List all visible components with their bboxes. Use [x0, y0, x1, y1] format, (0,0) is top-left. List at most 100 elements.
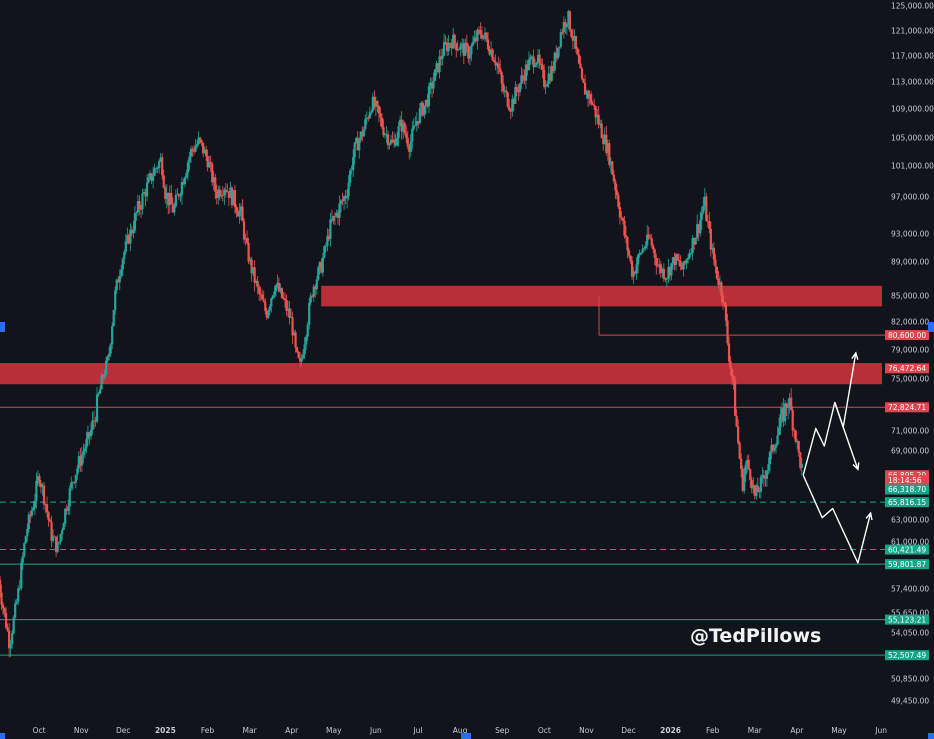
- candle-body-310: [467, 45, 470, 59]
- candle-body-462: [697, 224, 700, 234]
- candle-body-408: [615, 190, 618, 196]
- candle-body-80: [118, 275, 121, 283]
- right-edge-handle[interactable]: [928, 322, 934, 332]
- candle-body-286: [430, 82, 434, 89]
- candle-body-205: [308, 302, 311, 325]
- candle-body-478: [721, 295, 725, 303]
- time-axis[interactable]: Oct Nov Dec 2025 Feb Mar Apr May Jun Jul Aug Sep Oct…: [33, 726, 888, 735]
- candle-body-19: [26, 529, 29, 537]
- candle-body-521: [787, 405, 790, 409]
- candle-body-267: [402, 123, 405, 132]
- candle-body-503: [759, 477, 762, 492]
- candle-body-76: [112, 310, 115, 327]
- left-edge-handle[interactable]: [0, 322, 5, 332]
- candle-body-371: [559, 32, 562, 47]
- candle-body-23: [32, 507, 35, 511]
- candle-body-338: [509, 110, 512, 112]
- candle-body-186: [279, 287, 282, 292]
- candle-body-155: [232, 190, 235, 206]
- x-tick-label-20: Jun: [874, 726, 887, 735]
- candle-body-436: [658, 264, 661, 267]
- candle-body-197: [295, 347, 299, 352]
- candle-body-379: [571, 36, 575, 41]
- candle-body-375: [565, 23, 568, 28]
- candle-body-122: [182, 182, 185, 185]
- candle-body-282: [424, 99, 428, 106]
- candle-body-179: [268, 306, 271, 311]
- candle-body-153: [229, 187, 232, 198]
- candle-body-176: [264, 301, 267, 311]
- candle-body-468: [706, 220, 709, 222]
- bottom-right-handle[interactable]: [928, 733, 934, 739]
- candle-body-124: [185, 172, 188, 178]
- candle-body-296: [446, 43, 449, 52]
- candle-body-414: [624, 235, 628, 238]
- bottom-left-handle[interactable]: [0, 733, 5, 739]
- y-tick-label-14: 71,000.00: [891, 427, 929, 436]
- candle-body-457: [690, 252, 693, 254]
- candle-body-243: [365, 117, 368, 120]
- candle-body-117: [174, 194, 177, 207]
- candle-body-258: [388, 143, 391, 146]
- y-tick-label-13: 75,000.00: [891, 375, 929, 384]
- price-axis[interactable]: 125,000.00 121,000.00 117,000.00 113,000.00…: [891, 2, 934, 706]
- candle-body-283: [426, 99, 429, 107]
- candle-body-269: [405, 133, 408, 138]
- candle-body-91: [135, 212, 138, 214]
- candle-body-86: [127, 235, 130, 244]
- candle-body-112: [167, 192, 170, 206]
- candle-body-443: [668, 267, 672, 276]
- candle-body-454: [685, 259, 688, 264]
- candle-body-132: [197, 137, 200, 145]
- candle-body-178: [267, 310, 270, 318]
- candle-body-399: [602, 138, 605, 144]
- candle-body-289: [435, 63, 438, 70]
- candle-body-429: [647, 234, 650, 238]
- candle-body-184: [276, 282, 279, 286]
- x-tick-label-4: Feb: [201, 726, 215, 735]
- candle-body-139: [208, 162, 211, 168]
- candle-body-413: [623, 220, 626, 236]
- candle-body-60: [88, 432, 91, 437]
- candle-body-341: [514, 87, 517, 104]
- candle-body-174: [261, 294, 264, 300]
- candle-body-376: [567, 11, 570, 24]
- candle-body-241: [362, 129, 365, 137]
- candle-body-470: [709, 228, 712, 250]
- candle-body-304: [458, 49, 461, 50]
- candle-body-487: [735, 415, 738, 427]
- y-tick-label-7: 97,000.00: [891, 193, 929, 202]
- candle-body-31: [44, 504, 47, 505]
- candle-body-327: [493, 59, 496, 62]
- bottom-center-handle[interactable]: [461, 733, 471, 739]
- candle-body-168: [252, 267, 255, 274]
- candle-body-212: [318, 261, 321, 268]
- y-tick-label-10: 85,000.00: [891, 292, 929, 301]
- candle-body-292: [439, 56, 443, 59]
- candle-body-387: [583, 82, 587, 95]
- candle-body-444: [670, 263, 673, 276]
- candle-body-477: [720, 282, 723, 296]
- candle-body-110: [164, 187, 167, 199]
- candle-body-61: [89, 430, 93, 437]
- candle-body-306: [461, 43, 464, 45]
- candle-body-82: [121, 258, 124, 270]
- candle-body-424: [640, 252, 643, 254]
- candle-body-13: [17, 588, 20, 602]
- candle-body-305: [459, 44, 462, 50]
- candle-body-518: [782, 408, 785, 422]
- candle-body-515: [777, 427, 781, 436]
- candle-body-200: [300, 357, 303, 362]
- y-tick-label-21: 50,850.00: [891, 675, 929, 684]
- candle-body-458: [691, 237, 694, 253]
- candle-body-33: [47, 512, 50, 521]
- candle-body-331: [499, 67, 502, 73]
- candle-body-389: [586, 91, 590, 99]
- candle-body-316: [476, 29, 479, 42]
- candle-body-279: [420, 102, 423, 109]
- candle-body-314: [473, 37, 476, 43]
- y-tick-label-11: 82,000.00: [891, 318, 929, 327]
- candle-body-44: [64, 508, 67, 524]
